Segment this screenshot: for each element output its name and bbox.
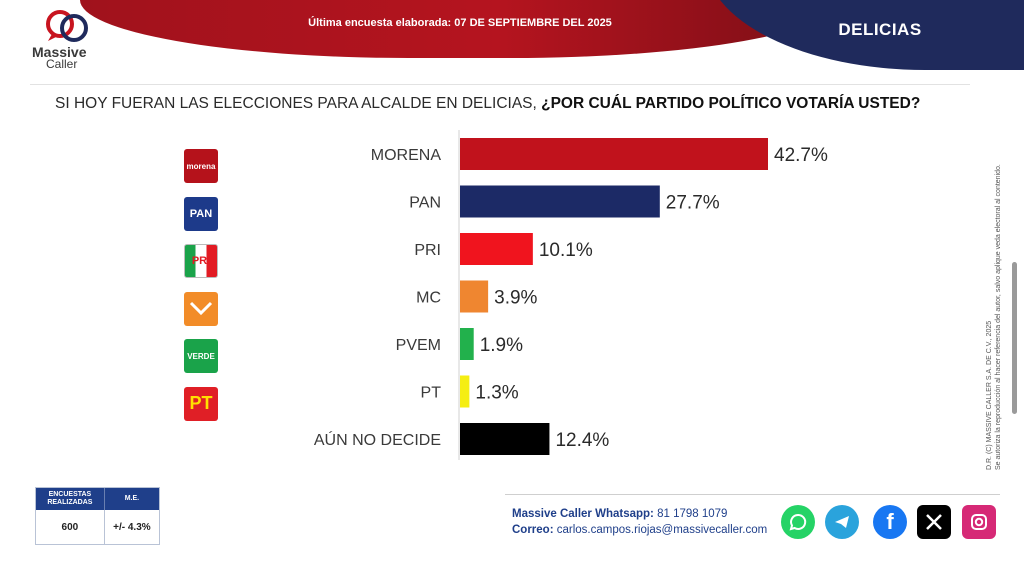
bar-mc bbox=[460, 280, 489, 313]
scrollbar[interactable] bbox=[1012, 262, 1017, 414]
surveys-header: ENCUESTAS REALIZADAS bbox=[36, 488, 105, 510]
category-label: PVEM bbox=[396, 337, 441, 354]
category-label: PRI bbox=[414, 242, 441, 259]
survey-question: SI HOY FUERAN LAS ELECCIONES PARA ALCALD… bbox=[55, 95, 960, 113]
bar-pvem bbox=[460, 328, 474, 360]
value-label: 12.4% bbox=[555, 430, 609, 451]
party-logo-text: PT bbox=[189, 393, 213, 413]
bar-pan bbox=[460, 185, 660, 218]
email-address[interactable]: carlos.campos.riojas@massivecaller.com bbox=[556, 524, 768, 536]
city-title: DELICIAS bbox=[838, 20, 922, 39]
whatsapp-icon[interactable] bbox=[781, 505, 815, 539]
massive-caller-logo-icon bbox=[46, 10, 88, 42]
legal-notice: D.R. (C) MASSIVE CALLER S.A. DE C.V., 20… bbox=[985, 164, 1003, 470]
bar-a-n-no-decide bbox=[460, 423, 550, 455]
verde-logo-icon: VERDE bbox=[184, 339, 218, 373]
survey-date-subtitle: Última encuesta elaborada: 07 DE SEPTIEM… bbox=[308, 17, 612, 29]
value-label: 27.7% bbox=[666, 193, 720, 214]
margin-error-header: M.E. bbox=[124, 495, 140, 502]
value-label: 42.7% bbox=[774, 145, 828, 166]
value-label: 1.3% bbox=[475, 383, 518, 404]
x-icon[interactable] bbox=[917, 505, 951, 539]
legal-line-2: Se autoriza la reproducción al hacer ref… bbox=[995, 164, 1002, 470]
value-label: 1.9% bbox=[480, 335, 523, 356]
pt-logo-icon: PT bbox=[184, 386, 218, 421]
instagram-icon[interactable] bbox=[962, 505, 996, 539]
party-logo-text: morena bbox=[186, 161, 216, 171]
footer-divider bbox=[505, 494, 1000, 495]
survey-info-table: ENCUESTAS REALIZADAS M.E. 600 +/- 4.3% bbox=[35, 487, 160, 545]
question-prefix: SI HOY FUERAN LAS ELECCIONES PARA ALCALD… bbox=[55, 95, 542, 112]
whatsapp-label: Massive Caller Whatsapp: bbox=[512, 508, 654, 520]
brand-name-line1: Massive bbox=[32, 44, 87, 60]
facebook-icon[interactable]: f bbox=[873, 505, 907, 539]
mc-logo-icon bbox=[184, 291, 218, 326]
telegram-icon[interactable] bbox=[825, 505, 859, 539]
category-label: PAN bbox=[409, 195, 441, 212]
header-divider bbox=[30, 84, 970, 85]
morena-logo-icon: morena bbox=[184, 149, 218, 183]
bar-pri bbox=[460, 233, 533, 265]
category-label: MC bbox=[416, 290, 441, 307]
category-label: MORENA bbox=[371, 147, 442, 164]
email-label: Correo: bbox=[512, 524, 554, 536]
value-label: 10.1% bbox=[539, 240, 593, 261]
category-label: PT bbox=[421, 385, 442, 402]
pri-logo-icon: PRI bbox=[184, 244, 218, 278]
question-emphasis: ¿POR CUÁL PARTIDO POLÍTICO VOTARÍA USTED… bbox=[541, 95, 921, 112]
category-label: AÚN NO DECIDE bbox=[314, 430, 441, 449]
value-label: 3.9% bbox=[494, 288, 537, 309]
bar-pt bbox=[460, 375, 470, 408]
bar-morena bbox=[460, 138, 768, 170]
legal-line-1: D.R. (C) MASSIVE CALLER S.A. DE C.V., 20… bbox=[986, 320, 993, 470]
pan-logo-icon: PAN bbox=[184, 196, 218, 231]
margin-error-value: +/- 4.3% bbox=[113, 521, 151, 533]
party-logo-text: PRI bbox=[191, 255, 211, 267]
surveys-count: 600 bbox=[36, 510, 105, 544]
party-logo-text: VERDE bbox=[187, 351, 215, 361]
party-logo-text: PAN bbox=[189, 207, 213, 220]
whatsapp-number[interactable]: 81 1798 1079 bbox=[657, 508, 728, 520]
whatsapp-contact: Massive Caller Whatsapp: 81 1798 1079 bbox=[512, 508, 727, 520]
email-contact: Correo: carlos.campos.riojas@massivecall… bbox=[512, 524, 767, 536]
brand-name-line2: Caller bbox=[46, 57, 78, 71]
